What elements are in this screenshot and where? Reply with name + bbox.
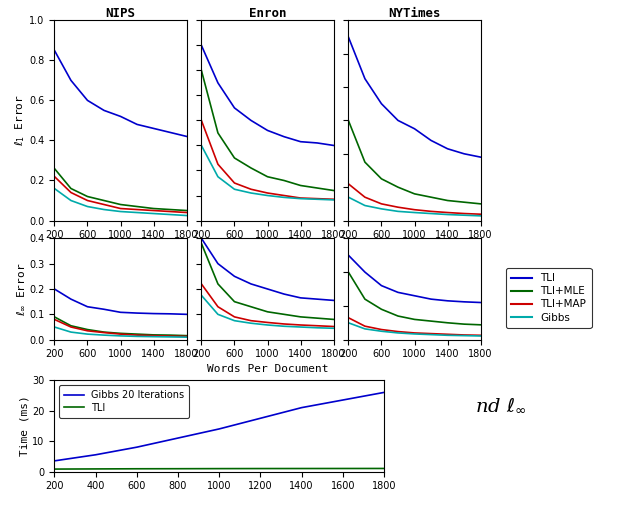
TLI (216, 465, 223, 472)
Gibbs 20 Iterations (51, 458, 58, 464)
TLI (174, 465, 182, 472)
TLI (380, 465, 388, 472)
Gibbs 20 Iterations (133, 444, 141, 450)
X-axis label: Words Per Document: Words Per Document (207, 364, 328, 374)
Gibbs 20 Iterations (339, 397, 347, 403)
TLI (339, 465, 347, 472)
TLI (298, 465, 305, 472)
TLI (51, 466, 58, 472)
Y-axis label: $\ell_1$ Error: $\ell_1$ Error (13, 94, 26, 147)
Title: NYTimes: NYTimes (388, 7, 441, 20)
Y-axis label: Time (ms): Time (ms) (20, 395, 29, 456)
Text: nd $\ell_\infty$: nd $\ell_\infty$ (475, 396, 526, 415)
Line: Gibbs 20 Iterations: Gibbs 20 Iterations (54, 392, 384, 461)
Legend: Gibbs 20 Iterations, TLI: Gibbs 20 Iterations, TLI (60, 385, 189, 418)
Legend: TLI, TLI+MLE, TLI+MAP, Gibbs: TLI, TLI+MLE, TLI+MAP, Gibbs (506, 268, 591, 328)
Gibbs 20 Iterations (298, 405, 305, 411)
Y-axis label: $\ell_\infty$ Error: $\ell_\infty$ Error (15, 262, 26, 316)
TLI (92, 466, 99, 472)
Gibbs 20 Iterations (174, 435, 182, 441)
Title: NIPS: NIPS (106, 7, 136, 20)
Line: TLI: TLI (54, 468, 384, 469)
Title: Enron: Enron (249, 7, 286, 20)
TLI (133, 466, 141, 472)
Gibbs 20 Iterations (380, 389, 388, 395)
Gibbs 20 Iterations (92, 452, 99, 458)
TLI (257, 465, 264, 472)
Gibbs 20 Iterations (216, 426, 223, 432)
Gibbs 20 Iterations (257, 415, 264, 421)
